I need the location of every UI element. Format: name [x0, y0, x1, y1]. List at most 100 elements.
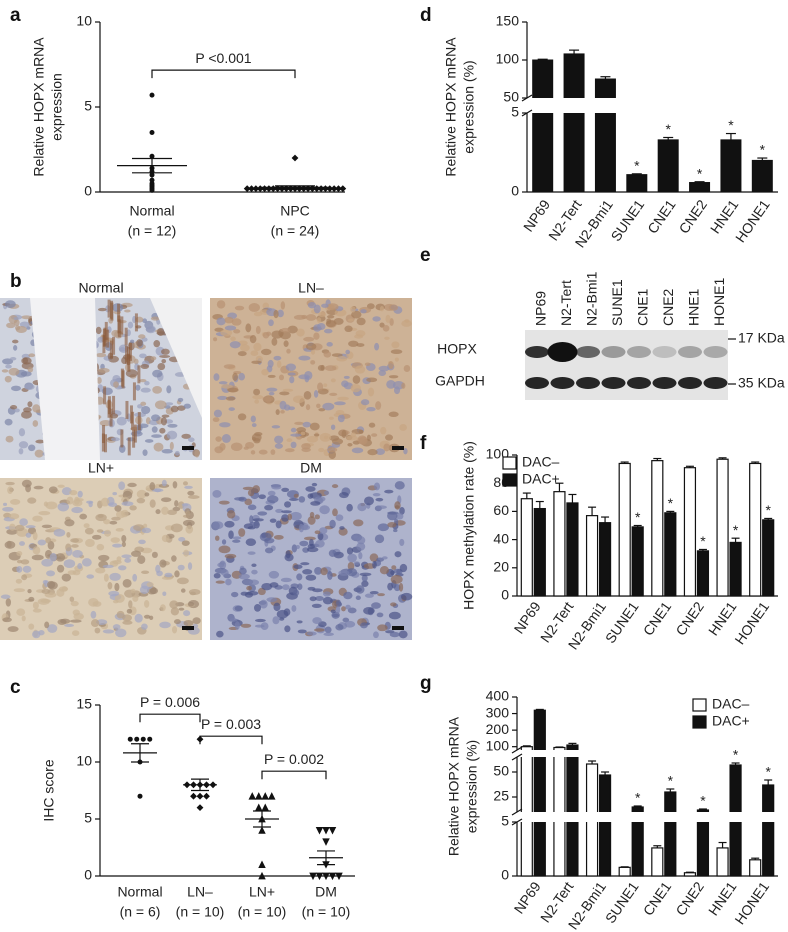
cell — [255, 618, 266, 623]
cell — [348, 340, 359, 347]
cell — [38, 630, 45, 636]
cell — [353, 519, 364, 527]
legend-label: DAC– — [522, 454, 560, 470]
cell — [271, 425, 281, 429]
scale-bar — [182, 626, 194, 630]
cell — [9, 357, 17, 361]
cell — [244, 591, 254, 598]
cell — [25, 525, 36, 529]
cell — [234, 305, 245, 311]
cell — [387, 511, 399, 515]
cell — [84, 527, 94, 535]
cell — [303, 336, 315, 342]
cell — [188, 437, 195, 443]
cell — [329, 519, 336, 529]
cell — [140, 363, 150, 369]
band — [525, 346, 549, 358]
cell — [223, 364, 236, 369]
y-tick-label: 300 — [486, 704, 510, 720]
cell — [16, 608, 26, 616]
y-tick-label: 0 — [501, 587, 509, 603]
cell — [399, 538, 405, 547]
cell — [313, 628, 325, 632]
cell — [149, 482, 156, 491]
cell — [71, 506, 83, 514]
bar — [553, 746, 566, 877]
cell — [391, 565, 397, 570]
cell — [314, 530, 321, 535]
cell — [276, 609, 289, 619]
cell — [4, 418, 13, 426]
cell — [151, 426, 158, 433]
cell — [390, 570, 395, 576]
cell — [247, 489, 255, 497]
cell — [267, 374, 276, 378]
cell — [388, 375, 399, 379]
bar — [749, 462, 762, 597]
bar — [689, 182, 711, 193]
cell — [109, 520, 118, 525]
axis-break — [518, 812, 779, 822]
cell — [310, 360, 316, 365]
cell — [356, 536, 366, 545]
lane-label: CNE2 — [660, 288, 676, 326]
significance-mark: * — [728, 117, 734, 133]
cell — [13, 316, 19, 320]
cell — [305, 574, 317, 581]
cell — [338, 570, 350, 576]
cell — [255, 325, 261, 335]
cell — [245, 538, 257, 546]
cell — [142, 449, 148, 456]
point — [258, 860, 266, 868]
lane-label: N2-Bmi1 — [584, 271, 600, 326]
point — [203, 792, 210, 800]
cell — [98, 554, 110, 562]
lane-label: HNE1 — [686, 288, 702, 326]
cell — [183, 610, 191, 617]
legend-swatch — [502, 456, 517, 470]
cell — [164, 402, 174, 406]
cell — [225, 578, 232, 586]
cell — [324, 626, 332, 634]
cell — [328, 450, 336, 460]
cell — [31, 554, 44, 561]
cell — [298, 374, 310, 380]
cell — [115, 528, 124, 532]
cell — [346, 568, 358, 577]
point — [134, 736, 140, 742]
y-tick-label: 200 — [486, 721, 510, 737]
cell — [230, 336, 236, 342]
cell — [238, 496, 247, 502]
epithelium — [104, 321, 108, 340]
cell — [115, 628, 127, 638]
cell — [229, 341, 241, 349]
cell — [182, 481, 189, 486]
cell — [178, 607, 185, 611]
cell — [122, 578, 132, 588]
cell — [107, 502, 118, 507]
cell — [257, 511, 268, 516]
cell — [298, 496, 306, 503]
cell — [111, 516, 121, 521]
cell — [144, 600, 150, 608]
epithelium — [117, 315, 121, 334]
cell — [28, 444, 36, 452]
cell — [141, 623, 148, 630]
bar — [664, 512, 677, 597]
cell — [25, 532, 32, 538]
point — [309, 872, 317, 881]
cell — [327, 447, 338, 453]
cell — [295, 544, 300, 550]
cell — [142, 318, 148, 324]
cell — [372, 492, 381, 497]
cell — [258, 449, 268, 455]
cell — [234, 605, 243, 611]
x-tick-label: LN+ — [249, 884, 275, 900]
cell — [215, 436, 222, 442]
cell — [90, 619, 100, 628]
cell — [278, 374, 285, 381]
bar — [626, 174, 648, 193]
bar — [532, 59, 554, 193]
cell — [251, 569, 258, 575]
